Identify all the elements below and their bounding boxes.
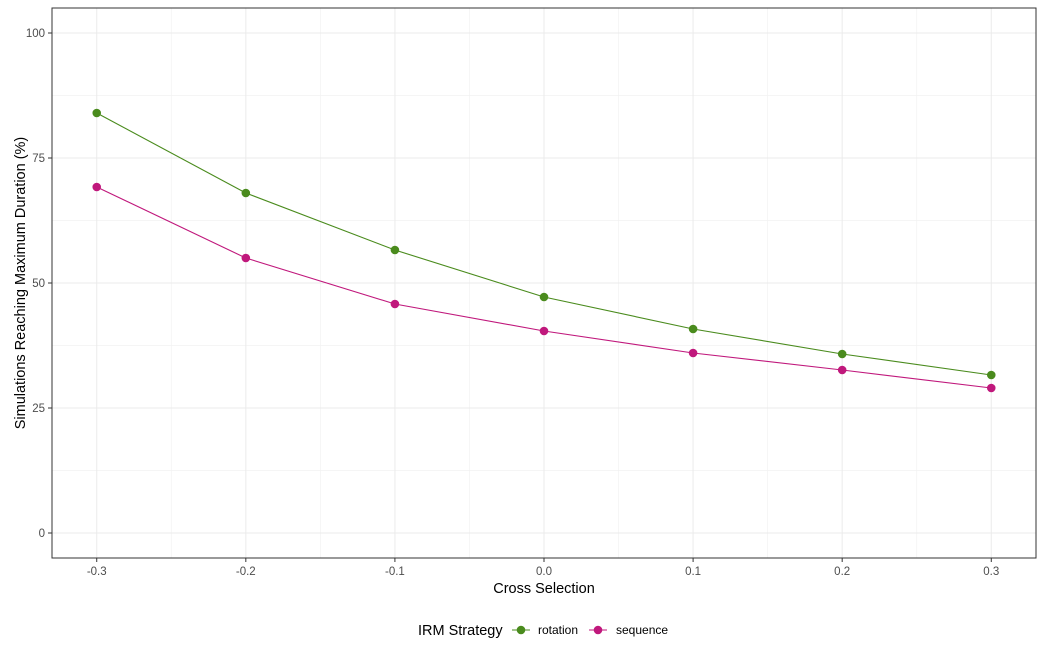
data-point-rotation (92, 108, 102, 118)
data-point-sequence (837, 365, 847, 375)
y-tick-label: 25 (32, 403, 45, 415)
legend-label-rotation: rotation (538, 623, 578, 637)
data-point-sequence (92, 182, 102, 192)
x-tick-label: -0.1 (385, 566, 405, 578)
x-axis-title: Cross Selection (493, 581, 595, 597)
legend-key-point-rotation (516, 625, 526, 635)
legend: IRM Strategy rotation sequence (418, 623, 668, 639)
x-tick-label: -0.3 (87, 566, 107, 578)
y-tick-label: 50 (32, 278, 45, 290)
y-tick-label: 0 (39, 528, 45, 540)
data-point-rotation (390, 245, 400, 255)
data-point-sequence (688, 348, 698, 358)
data-point-rotation (539, 292, 549, 302)
legend-key-point-sequence (593, 625, 603, 635)
data-point-rotation (837, 349, 847, 359)
data-point-rotation (688, 324, 698, 334)
data-point-rotation (241, 188, 251, 198)
x-tick-label: 0.2 (834, 566, 850, 578)
x-tick-label: 0.0 (536, 566, 552, 578)
x-tick-label: 0.3 (983, 566, 999, 578)
x-tick-label: -0.2 (236, 566, 256, 578)
y-tick-label: 100 (26, 28, 45, 40)
x-axis: -0.3 -0.2 -0.1 0.0 0.1 0.2 0.3 (87, 558, 999, 578)
y-tick-label: 75 (32, 153, 45, 165)
data-point-sequence (539, 326, 549, 336)
legend-title: IRM Strategy (418, 623, 503, 639)
data-point-rotation (986, 370, 996, 380)
x-tick-label: 0.1 (685, 566, 701, 578)
y-axis: 0 25 50 75 100 (26, 28, 52, 540)
data-point-sequence (241, 253, 251, 263)
legend-label-sequence: sequence (616, 623, 668, 637)
major-gridlines (52, 8, 1036, 558)
series-layer (92, 108, 996, 393)
data-point-sequence (390, 299, 400, 309)
y-axis-title: Simulations Reaching Maximum Duration (%… (13, 137, 29, 430)
data-point-sequence (986, 383, 996, 393)
